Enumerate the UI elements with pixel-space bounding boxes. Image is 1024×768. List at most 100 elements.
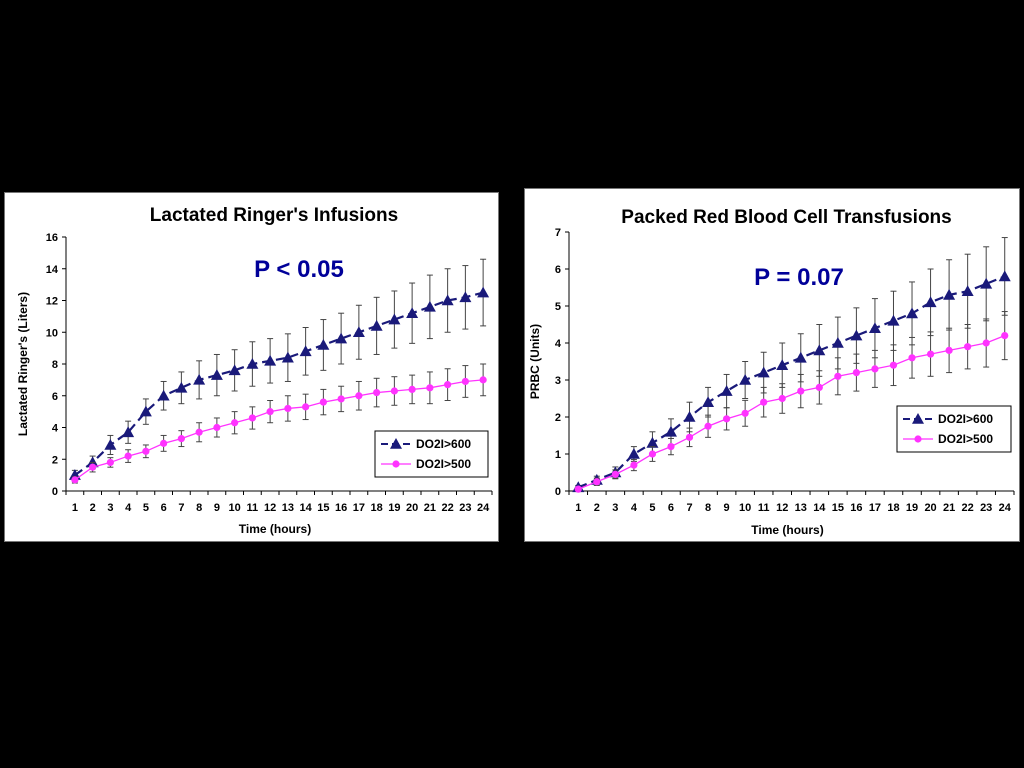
- data-point: [664, 425, 677, 437]
- prbc-x-tick-label: 16: [850, 502, 862, 514]
- data-point: [160, 439, 168, 447]
- data-point: [228, 364, 241, 376]
- data-point: [980, 277, 993, 289]
- data-point: [461, 377, 469, 386]
- data-point: [390, 387, 398, 395]
- lr-chart-title: Lactated Ringer's Infusions: [150, 205, 398, 226]
- prbc-y-axis-label: PRBC (Units): [528, 324, 542, 399]
- data-point: [157, 389, 170, 401]
- prbc-y-tick-label: 5: [555, 301, 561, 313]
- data-point: [627, 448, 640, 459]
- data-point: [720, 385, 733, 396]
- prbc-x-tick-label: 1: [575, 502, 581, 514]
- lr-y-tick-label: 6: [52, 391, 58, 403]
- data-point: [477, 286, 490, 298]
- lr-x-tick-label: 20: [406, 502, 418, 514]
- chart-panel-prbc: Packed Red Blood Cell Transfusions 0 1 2 3 4 5…: [524, 188, 1020, 542]
- lr-x-tick-label: 1: [72, 502, 78, 514]
- lr-x-tick-label: 13: [282, 502, 294, 514]
- data-point: [778, 394, 786, 403]
- prbc-series-do2i500: [574, 311, 1009, 493]
- data-point: [723, 415, 731, 423]
- data-point: [794, 351, 807, 363]
- lr-y-tick-label: 0: [52, 486, 58, 498]
- data-point: [813, 344, 826, 356]
- series-line: [577, 275, 1006, 489]
- legend-label: DO2I>500: [416, 457, 471, 471]
- data-point: [630, 461, 638, 469]
- prbc-x-tick-label: 7: [686, 502, 692, 514]
- data-point: [302, 403, 310, 411]
- legend-marker: [912, 413, 924, 424]
- data-point: [704, 422, 712, 430]
- data-point: [887, 314, 900, 326]
- data-point: [593, 478, 601, 486]
- lr-x-tick-label: 14: [300, 502, 313, 514]
- lr-x-tick-label: 12: [264, 502, 276, 514]
- legend-marker: [392, 460, 400, 468]
- lr-x-tick-label: 23: [459, 502, 471, 514]
- data-point: [741, 409, 749, 417]
- data-point: [299, 345, 312, 357]
- data-point: [871, 365, 879, 373]
- lr-x-tick-label: 10: [229, 502, 241, 514]
- lr-chart-svg: Lactated Ringer's Infusions0246810121416…: [16, 205, 493, 536]
- data-point: [683, 411, 696, 422]
- data-point: [231, 419, 239, 427]
- data-point: [479, 376, 487, 384]
- data-point: [757, 366, 770, 378]
- data-point: [926, 350, 935, 358]
- prbc-x-tick-label: 22: [962, 502, 974, 514]
- data-point: [459, 291, 472, 303]
- lr-y-axis-label: Lactated Ringer's (Liters): [16, 292, 30, 436]
- data-point: [797, 387, 805, 395]
- data-point: [388, 313, 401, 325]
- data-point: [852, 369, 860, 377]
- prbc-y-tick-label: 2: [555, 412, 561, 424]
- data-point: [441, 294, 454, 306]
- lr-x-tick-label: 8: [196, 502, 202, 514]
- data-point: [284, 404, 292, 413]
- prbc-x-tick-label: 24: [999, 502, 1012, 514]
- lr-p-value: P < 0.05: [254, 256, 344, 283]
- prbc-p-value: P = 0.07: [754, 264, 844, 291]
- data-point: [177, 435, 185, 443]
- legend-label: DO2I>600: [938, 412, 993, 426]
- lr-x-tick-label: 9: [214, 502, 220, 514]
- data-point: [868, 322, 881, 333]
- lr-x-tick-label: 24: [477, 502, 490, 514]
- data-point: [319, 398, 327, 406]
- prbc-series-do2i600: [572, 237, 1011, 493]
- prbc-x-tick-label: 14: [813, 502, 826, 514]
- legend-label: DO2I>600: [416, 437, 471, 451]
- data-point: [122, 426, 135, 438]
- prbc-y-tick-label: 0: [555, 486, 561, 498]
- lr-x-tick-label: 2: [90, 502, 96, 514]
- data-point: [213, 423, 221, 432]
- prbc-x-tick-label: 12: [776, 502, 788, 514]
- lr-y-tick-label: 14: [46, 264, 59, 276]
- legend-label: DO2I>500: [938, 432, 993, 446]
- lr-series-do2i600: [68, 258, 490, 481]
- data-point: [908, 354, 916, 362]
- lr-legend: DO2I>600 DO2I>500: [374, 430, 489, 478]
- data-point: [352, 326, 365, 338]
- prbc-chart-title: Packed Red Blood Cell Transfusions: [621, 207, 951, 228]
- data-point: [815, 383, 823, 391]
- prbc-x-tick-label: 4: [631, 502, 638, 514]
- data-point: [175, 381, 188, 393]
- lr-x-tick-label: 22: [442, 502, 454, 514]
- chart-panel-lr: Lactated Ringer's Infusions 0 2 4 6 8 10 12 14 16…: [4, 192, 499, 542]
- data-point: [195, 428, 203, 436]
- data-point: [831, 337, 844, 348]
- prbc-x-tick-label: 20: [924, 502, 936, 514]
- data-point: [246, 358, 259, 369]
- data-point: [906, 307, 919, 319]
- prbc-x-tick-label: 9: [724, 502, 730, 514]
- data-point: [648, 450, 657, 458]
- legend-box: [374, 430, 489, 478]
- legend-marker: [914, 435, 922, 443]
- data-point: [943, 288, 956, 300]
- data-point: [423, 300, 436, 312]
- data-point: [89, 463, 97, 471]
